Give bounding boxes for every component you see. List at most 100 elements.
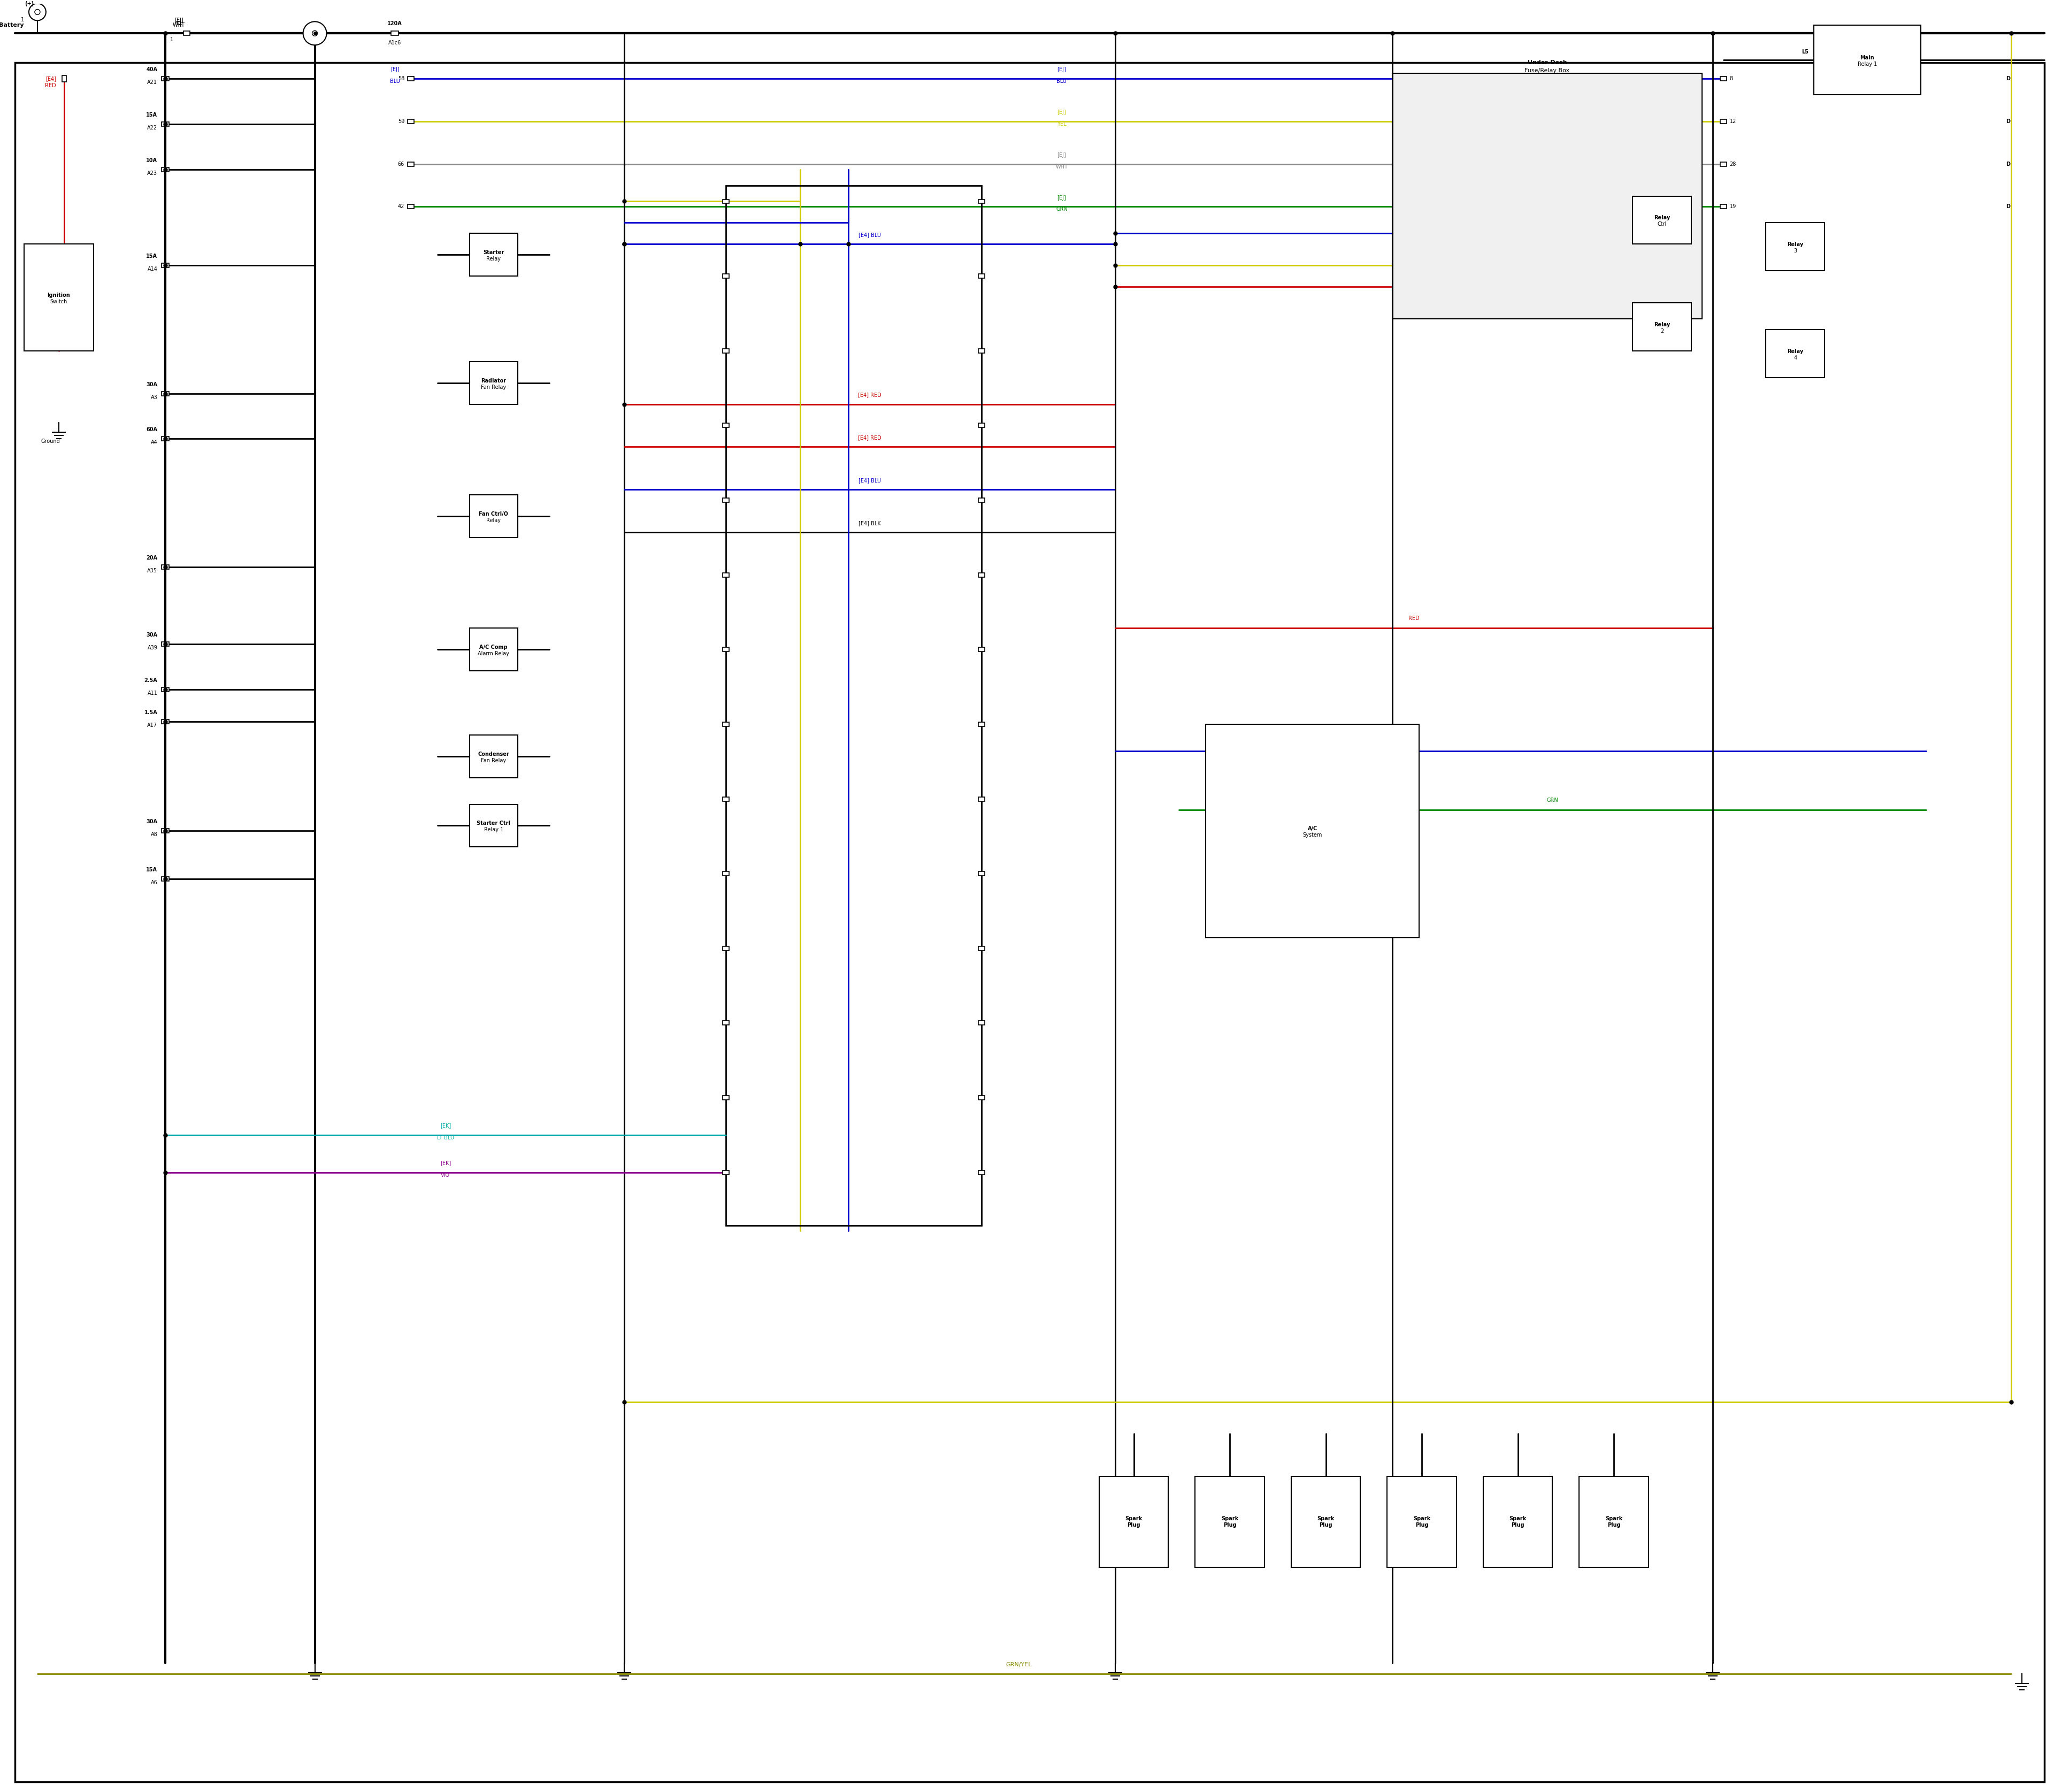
Bar xyxy=(978,946,984,950)
Bar xyxy=(470,735,518,778)
Bar xyxy=(723,573,729,577)
Bar xyxy=(978,349,984,353)
Text: A8: A8 xyxy=(150,831,158,837)
Text: Relay: Relay xyxy=(1653,215,1670,220)
Text: A3: A3 xyxy=(150,394,158,400)
Bar xyxy=(162,167,168,172)
Text: A1c6: A1c6 xyxy=(388,39,401,45)
Text: (+): (+) xyxy=(25,2,35,7)
Bar xyxy=(723,1170,729,1174)
Text: D: D xyxy=(2007,204,2011,210)
Bar xyxy=(470,362,518,405)
Bar xyxy=(1292,1477,1360,1568)
Text: WHT: WHT xyxy=(173,23,185,29)
Bar xyxy=(470,629,518,670)
Text: Starter: Starter xyxy=(483,249,503,254)
Text: 2.5A: 2.5A xyxy=(144,677,158,683)
Text: 59: 59 xyxy=(398,118,405,124)
Bar xyxy=(723,1095,729,1100)
Text: Ctrl: Ctrl xyxy=(1658,222,1666,228)
Text: Spark
Plug: Spark Plug xyxy=(1606,1516,1623,1527)
Circle shape xyxy=(312,30,318,36)
Bar xyxy=(978,423,984,428)
Bar xyxy=(1719,204,1727,210)
Text: Fuse/Relay Box: Fuse/Relay Box xyxy=(1524,68,1569,73)
Text: GRN/YEL: GRN/YEL xyxy=(1006,1663,1031,1668)
Text: 66: 66 xyxy=(398,161,405,167)
Bar xyxy=(1633,303,1690,351)
Bar xyxy=(723,274,729,278)
Text: Condenser: Condenser xyxy=(479,751,509,756)
Bar xyxy=(407,120,415,124)
Text: Ignition: Ignition xyxy=(47,292,70,297)
Text: A4: A4 xyxy=(150,439,158,444)
Text: Relay: Relay xyxy=(1653,323,1670,328)
Text: A23: A23 xyxy=(148,170,158,176)
Bar xyxy=(723,1021,729,1025)
Bar xyxy=(470,805,518,848)
Text: LT BLU: LT BLU xyxy=(438,1134,454,1140)
Text: Relay: Relay xyxy=(487,256,501,262)
Text: 8: 8 xyxy=(1729,75,1734,81)
Text: [EI]: [EI] xyxy=(175,18,183,23)
Text: [EK]: [EK] xyxy=(440,1159,452,1165)
Text: Fan Relay: Fan Relay xyxy=(481,385,505,389)
Text: D: D xyxy=(2007,161,2011,167)
Bar xyxy=(162,719,168,724)
Text: Spark
Plug: Spark Plug xyxy=(1317,1516,1335,1527)
Text: Battery: Battery xyxy=(0,23,25,29)
Text: GRN: GRN xyxy=(1056,206,1068,211)
Text: A21: A21 xyxy=(148,81,158,84)
Bar xyxy=(162,564,168,570)
Text: 2: 2 xyxy=(1660,328,1664,333)
Text: A/C Comp: A/C Comp xyxy=(479,645,507,650)
Text: [E4] RED: [E4] RED xyxy=(859,435,881,441)
Bar xyxy=(407,204,415,210)
Text: A14: A14 xyxy=(148,267,158,272)
Bar xyxy=(723,722,729,726)
Text: Spark
Plug: Spark Plug xyxy=(1413,1516,1430,1527)
Bar xyxy=(162,391,168,396)
Bar xyxy=(978,1095,984,1100)
Bar xyxy=(723,946,729,950)
Text: Relay 1: Relay 1 xyxy=(485,828,503,833)
Bar xyxy=(162,263,168,267)
Bar xyxy=(162,642,168,647)
Bar xyxy=(1393,73,1703,319)
Text: YEL: YEL xyxy=(1058,122,1066,127)
Text: 1: 1 xyxy=(21,18,25,23)
Text: A/C: A/C xyxy=(1308,826,1317,831)
Text: D: D xyxy=(2007,118,2011,124)
Text: 19: 19 xyxy=(1729,204,1736,210)
Text: [E4]: [E4] xyxy=(45,75,55,81)
Text: A11: A11 xyxy=(148,690,158,695)
Text: 42: 42 xyxy=(398,204,405,210)
Bar xyxy=(978,797,984,801)
Text: [EJ]: [EJ] xyxy=(1058,152,1066,158)
Bar xyxy=(162,122,168,125)
Bar xyxy=(470,233,518,276)
Text: T1: T1 xyxy=(175,22,183,27)
Bar xyxy=(162,688,168,692)
Bar xyxy=(183,30,189,36)
Text: L5: L5 xyxy=(1801,50,1810,56)
Text: VIO: VIO xyxy=(442,1172,450,1177)
Bar xyxy=(25,244,92,351)
Text: Under-Dash: Under-Dash xyxy=(1528,59,1567,65)
Text: Spark
Plug: Spark Plug xyxy=(1222,1516,1239,1527)
Bar xyxy=(723,647,729,652)
Text: A17: A17 xyxy=(148,722,158,728)
Circle shape xyxy=(35,9,41,14)
Text: 58: 58 xyxy=(398,75,405,81)
Bar xyxy=(978,573,984,577)
Bar xyxy=(978,498,984,502)
Bar xyxy=(1386,1477,1456,1568)
Text: Relay: Relay xyxy=(1787,242,1803,247)
Bar xyxy=(390,30,398,36)
Bar xyxy=(723,423,729,428)
Bar xyxy=(470,495,518,538)
Bar xyxy=(162,876,168,882)
Bar xyxy=(978,647,984,652)
Text: A35: A35 xyxy=(148,568,158,573)
Bar xyxy=(725,185,982,1226)
